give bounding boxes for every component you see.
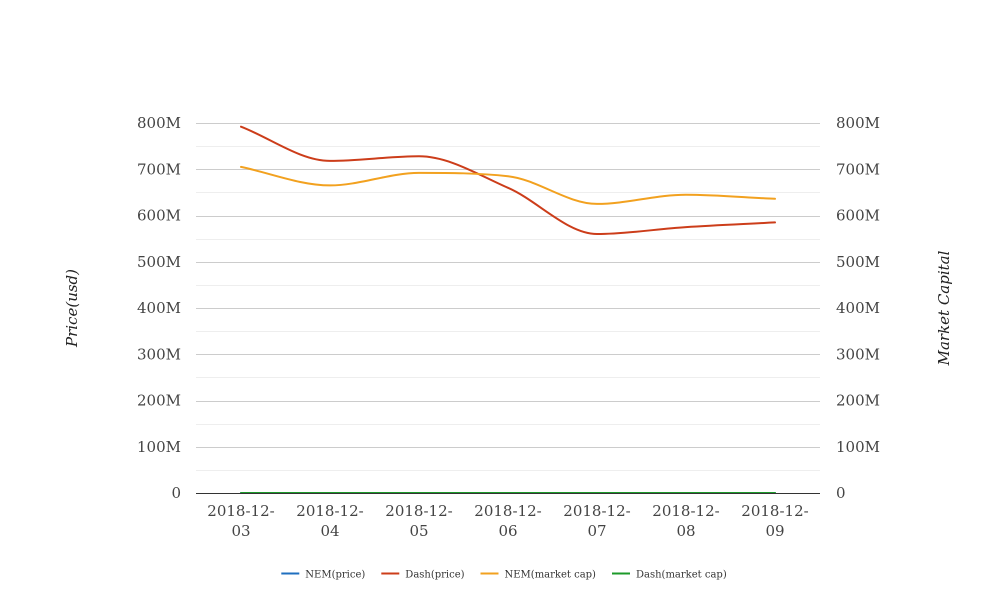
x-tick-label: 2018-12-04 <box>296 502 363 540</box>
legend: NEM(price) Dash(price) NEM(market cap) Dash… <box>281 570 727 581</box>
left-tick-label: 800M <box>137 114 181 132</box>
right-tick-label: 0 <box>836 484 846 502</box>
right-tick-label: 600M <box>836 207 880 225</box>
left-tick-label: 400M <box>137 299 181 317</box>
legend-item: Dash(market cap) <box>612 570 727 581</box>
legend-item: Dash(price) <box>381 570 465 581</box>
x-tick-label: 2018-12-03 <box>207 502 274 540</box>
legend-label: NEM(price) <box>305 570 365 581</box>
right-tick-label: 300M <box>836 345 880 363</box>
right-tick-label: 200M <box>836 392 880 410</box>
legend-label: Dash(market cap) <box>636 570 727 581</box>
series-lines <box>240 125 776 495</box>
left-tick-label: 200M <box>137 392 181 410</box>
grid-lines <box>196 123 820 471</box>
x-tick-label: 2018-12-08 <box>652 502 719 540</box>
x-tick-label: 2018-12-05 <box>385 502 452 540</box>
right-tick-label: 400M <box>836 299 880 317</box>
legend-item: NEM(market cap) <box>480 570 597 581</box>
right-axis-ticks: 0 100M 200M 300M 400M 500M 600M 700M 800M <box>836 114 880 502</box>
x-tick-label: 2018-12-06 <box>474 502 541 540</box>
x-tick-label: 2018-12-07 <box>563 502 630 540</box>
left-tick-label: 100M <box>137 438 181 456</box>
x-axis-ticks: 2018-12-03 2018-12-04 2018-12-05 2018-12-06… <box>207 502 808 540</box>
left-tick-label: 600M <box>137 207 181 225</box>
x-tick-label: 2018-12-09 <box>741 502 808 540</box>
right-tick-label: 700M <box>836 160 880 178</box>
series-line-dash-price <box>240 125 776 235</box>
left-tick-label: 500M <box>137 253 181 271</box>
right-tick-label: 500M <box>836 253 880 271</box>
legend-label: NEM(market cap) <box>505 570 597 581</box>
left-tick-label: 700M <box>137 160 181 178</box>
right-tick-label: 100M <box>836 438 880 456</box>
right-axis-title: Market Capital <box>935 250 953 366</box>
series-line-nem-market-cap <box>240 165 776 205</box>
legend-item: NEM(price) <box>281 570 365 581</box>
legend-label: Dash(price) <box>405 570 464 581</box>
left-axis-ticks: 0 100M 200M 300M 400M 500M 600M 700M 800M <box>137 114 181 502</box>
left-tick-label: 300M <box>137 345 181 363</box>
left-axis-title: Price(usd) <box>63 269 81 348</box>
left-tick-label: 0 <box>171 484 181 502</box>
right-tick-label: 800M <box>836 114 880 132</box>
